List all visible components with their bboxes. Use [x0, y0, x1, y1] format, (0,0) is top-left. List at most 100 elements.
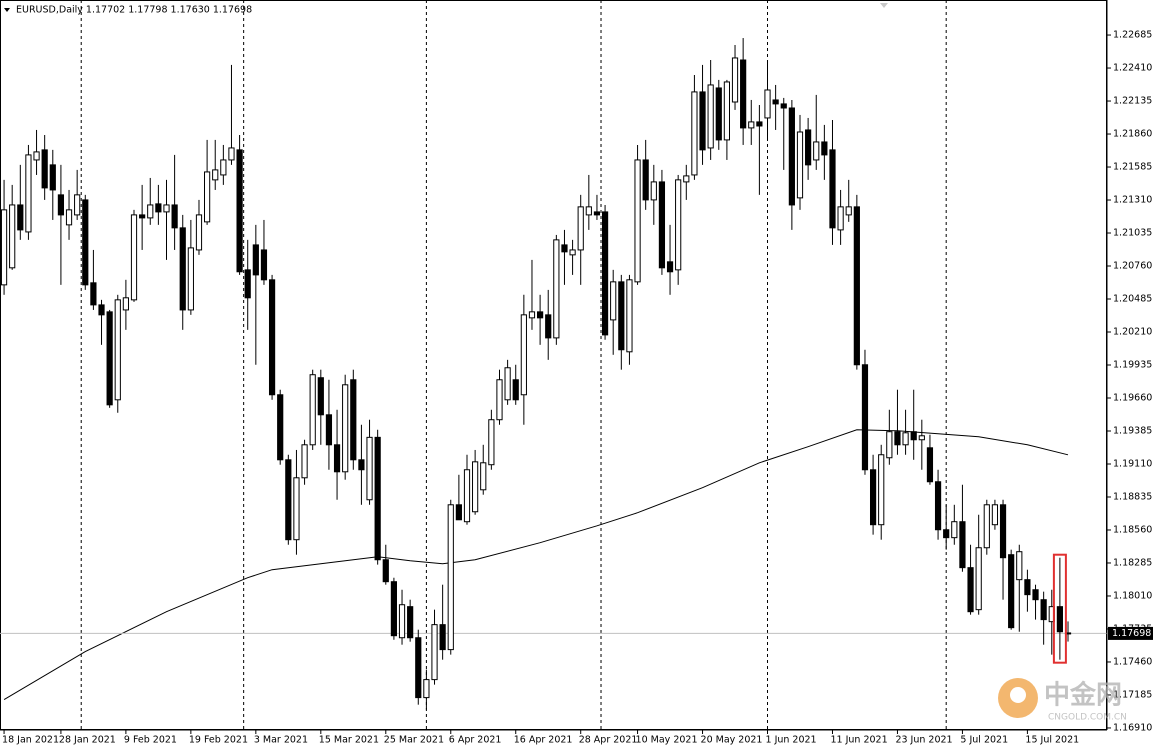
candle-body [658, 181, 666, 269]
candle-body [845, 206, 852, 216]
candle-body [723, 81, 731, 141]
candle-body [577, 206, 584, 251]
candle-body [951, 521, 958, 539]
x-tick-label: 5 Jul 2021 [960, 735, 1008, 746]
candle-body [82, 199, 89, 286]
x-tick-label: 23 Jun 2021 [895, 735, 952, 746]
candle-body [983, 504, 990, 549]
candle-body [520, 314, 527, 396]
watermark-brand: 中金网 [1044, 680, 1122, 711]
y-tick-label: 1.21310 [1113, 195, 1152, 206]
candle-body [1056, 606, 1063, 633]
candle-body [455, 504, 462, 521]
candle-body [220, 159, 227, 176]
candle-body [431, 624, 438, 681]
candle-body [1032, 589, 1039, 601]
candle-body [886, 431, 893, 459]
candle-body [683, 175, 690, 183]
candle-body [9, 204, 16, 269]
candle-body [601, 211, 609, 336]
candle-body [350, 379, 357, 461]
candle-body [488, 419, 495, 466]
candle-body [195, 214, 203, 251]
candle-body [764, 89, 771, 119]
candle-body [837, 206, 844, 231]
watermark-logo-inner [1010, 687, 1026, 703]
watermark: 中金网 CNGOLD.COM.CN [998, 678, 1127, 723]
candle-body [569, 249, 576, 256]
candle-body [147, 204, 154, 219]
y-tick-label: 1.20760 [1113, 261, 1152, 272]
candle-body [707, 84, 714, 149]
candle-body [293, 477, 300, 541]
candle-body [268, 279, 276, 396]
x-tick-label: 15 Mar 2021 [319, 735, 379, 746]
candle-body [740, 59, 747, 129]
y-tick-label: 1.18010 [1113, 590, 1152, 601]
candle-body [463, 469, 471, 523]
y-tick-label: 1.22685 [1113, 30, 1152, 41]
candle-body [407, 606, 414, 639]
plot-area [0, 0, 1107, 730]
price-tag-label: 1.17698 [1112, 628, 1151, 639]
candle-body [106, 311, 113, 406]
candle-body [813, 141, 820, 161]
candle-body [98, 304, 105, 316]
candle-body [114, 299, 121, 401]
candle-body [358, 459, 365, 471]
candle-body [155, 203, 162, 213]
x-tick-label: 9 Feb 2021 [124, 735, 177, 746]
candle-body [204, 171, 211, 223]
candle-body [731, 57, 739, 103]
candle-body [553, 239, 560, 339]
candle-body [277, 394, 284, 461]
shift-marker [880, 3, 888, 8]
candle-body [325, 414, 333, 446]
candle-body [244, 269, 251, 299]
candle-body [1040, 599, 1047, 621]
candle-body [57, 194, 65, 216]
candle-body [163, 204, 170, 213]
y-tick-label: 1.16910 [1113, 722, 1152, 733]
candle-body [179, 227, 186, 311]
candle-body [780, 103, 787, 109]
y-tick-label: 1.18835 [1113, 491, 1152, 502]
x-tick-label: 3 Mar 2021 [254, 735, 308, 746]
x-tick-label: 16 Apr 2021 [514, 735, 573, 746]
candle-body [910, 431, 917, 441]
candle-body [545, 314, 552, 339]
candle-body [610, 281, 617, 321]
x-tick-label: 6 Apr 2021 [449, 735, 502, 746]
candle-body [666, 261, 674, 273]
candle-body [252, 244, 259, 276]
candle-body [130, 214, 138, 301]
candle-body [285, 459, 292, 541]
candle-body [333, 444, 341, 473]
menu-arrow [4, 8, 10, 12]
x-tick-label: 1 Jun 2021 [766, 735, 817, 746]
y-tick-label: 1.21585 [1113, 162, 1152, 173]
price-tag [1108, 626, 1153, 640]
candle-body [1024, 579, 1031, 596]
candle-body [829, 149, 836, 229]
y-tick-label: 1.17460 [1113, 656, 1152, 667]
candle-body [861, 364, 869, 471]
candle-body [309, 374, 316, 446]
candle-body [853, 206, 860, 366]
candle-body [869, 469, 877, 526]
candle-body [212, 169, 219, 181]
candle-body [902, 432, 909, 446]
candle-body [496, 379, 503, 421]
x-tick-label: 19 Feb 2021 [189, 735, 248, 746]
candle-body [926, 447, 934, 483]
candle-body [382, 559, 389, 583]
y-tick-label: 1.19385 [1113, 425, 1152, 436]
candle-body [74, 194, 81, 216]
candle-body [512, 379, 519, 401]
candle-body [593, 211, 601, 216]
candle-body [25, 154, 32, 233]
candle-body [536, 311, 544, 319]
candle-body [17, 204, 24, 231]
y-tick-label: 1.21035 [1113, 228, 1152, 239]
